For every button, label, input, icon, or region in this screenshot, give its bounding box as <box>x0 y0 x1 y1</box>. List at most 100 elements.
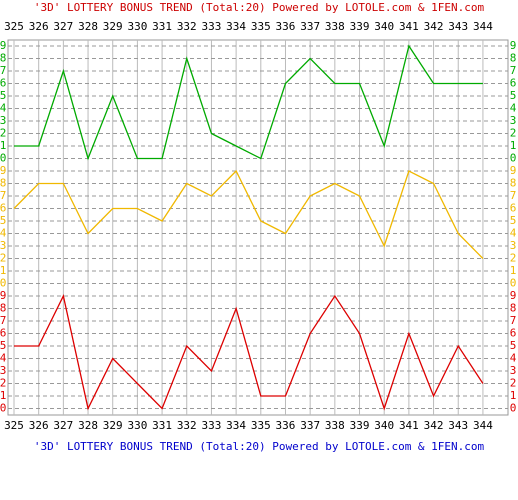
x-tick-label-top: 337 <box>300 20 320 33</box>
x-tick-label-top: 334 <box>226 20 246 33</box>
x-tick-label-bottom: 325 <box>4 419 24 432</box>
y-tick-label-left: 9 <box>0 164 6 177</box>
x-tick-label-bottom: 335 <box>251 419 271 432</box>
y-tick-label-right: 6 <box>510 327 517 340</box>
y-tick-label-right: 3 <box>510 364 517 377</box>
y-tick-label-right: 9 <box>510 289 517 302</box>
x-tick-label-top: 325 <box>4 20 24 33</box>
y-tick-label-left: 4 <box>0 102 7 115</box>
x-tick-label-top: 332 <box>177 20 197 33</box>
y-tick-label-left: 7 <box>0 64 6 77</box>
y-tick-label-right: 1 <box>510 264 517 277</box>
series-line <box>13 169 484 259</box>
y-tick-label-left: 4 <box>0 352 7 365</box>
x-tick-label-bottom: 338 <box>325 419 345 432</box>
y-tick-label-right: 1 <box>510 139 517 152</box>
y-tick-label-right: 7 <box>510 189 517 202</box>
x-tick-label-top: 328 <box>78 20 98 33</box>
y-tick-label-left: 8 <box>0 177 6 190</box>
x-tick-label-bottom: 327 <box>53 419 73 432</box>
series-line <box>14 294 484 411</box>
x-tick-label-bottom: 337 <box>300 419 320 432</box>
x-tick-label-top: 329 <box>103 20 123 33</box>
y-tick-label-left: 1 <box>0 264 6 277</box>
x-tick-label-top: 338 <box>325 20 345 33</box>
y-tick-label-right: 2 <box>510 377 517 390</box>
y-tick-label-left: 0 <box>0 277 6 290</box>
y-tick-label-right: 8 <box>510 177 517 190</box>
y-tick-label-left: 7 <box>0 314 6 327</box>
y-tick-label-right: 8 <box>510 52 517 65</box>
x-tick-label-bottom: 336 <box>276 419 296 432</box>
x-tick-label-bottom: 333 <box>202 419 222 432</box>
x-tick-label-top: 333 <box>202 20 222 33</box>
y-tick-label-right: 2 <box>510 127 517 140</box>
y-tick-label-left: 4 <box>0 227 7 240</box>
y-tick-label-left: 0 <box>0 402 6 415</box>
y-tick-label-left: 6 <box>0 327 6 340</box>
y-tick-label-right: 0 <box>510 402 517 415</box>
x-tick-label-bottom: 331 <box>152 419 172 432</box>
x-tick-label-bottom: 344 <box>473 419 493 432</box>
y-tick-label-left: 9 <box>0 39 6 52</box>
x-tick-label-top: 331 <box>152 20 172 33</box>
y-tick-label-right: 5 <box>510 214 517 227</box>
y-tick-label-right: 0 <box>510 277 517 290</box>
x-tick-label-bottom: 334 <box>226 419 246 432</box>
y-tick-label-right: 6 <box>510 202 517 215</box>
y-tick-label-left: 3 <box>0 239 6 252</box>
y-tick-label-left: 3 <box>0 114 6 127</box>
x-tick-label-bottom: 343 <box>448 419 468 432</box>
y-tick-label-right: 4 <box>510 102 517 115</box>
x-tick-label-top: 327 <box>53 20 73 33</box>
x-tick-label-bottom: 339 <box>350 419 370 432</box>
y-tick-label-right: 1 <box>510 389 517 402</box>
y-tick-label-right: 5 <box>510 89 517 102</box>
x-tick-label-bottom: 341 <box>399 419 419 432</box>
y-tick-label-right: 6 <box>510 77 517 90</box>
y-tick-label-left: 6 <box>0 202 6 215</box>
x-tick-label-top: 340 <box>374 20 394 33</box>
x-tick-label-top: 342 <box>424 20 444 33</box>
y-tick-label-right: 8 <box>510 302 517 315</box>
x-tick-label-top: 339 <box>350 20 370 33</box>
x-tick-label-bottom: 328 <box>78 419 98 432</box>
y-tick-label-left: 2 <box>0 252 6 265</box>
y-tick-label-left: 0 <box>0 152 6 165</box>
x-tick-label-bottom: 340 <box>374 419 394 432</box>
y-tick-label-right: 7 <box>510 314 517 327</box>
y-tick-label-left: 5 <box>0 89 6 102</box>
x-tick-label-top: 330 <box>127 20 147 33</box>
y-tick-label-right: 4 <box>510 352 517 365</box>
y-tick-label-right: 2 <box>510 252 517 265</box>
x-tick-label-bottom: 342 <box>424 419 444 432</box>
y-tick-label-left: 7 <box>0 189 6 202</box>
x-tick-label-bottom: 332 <box>177 419 197 432</box>
x-tick-label-bottom: 329 <box>103 419 123 432</box>
y-tick-label-left: 8 <box>0 302 6 315</box>
chart-title: '3D' LOTTERY BONUS TREND (Total:20) Powe… <box>34 1 485 14</box>
y-tick-label-right: 9 <box>510 39 517 52</box>
plot-frame <box>7 39 509 416</box>
y-tick-label-left: 1 <box>0 389 6 402</box>
y-tick-label-left: 6 <box>0 77 6 90</box>
y-tick-label-left: 2 <box>0 377 6 390</box>
x-tick-label-bottom: 330 <box>127 419 147 432</box>
chart-footer: '3D' LOTTERY BONUS TREND (Total:20) Powe… <box>34 440 485 453</box>
y-tick-label-left: 8 <box>0 52 6 65</box>
x-tick-label-top: 336 <box>276 20 296 33</box>
x-tick-label-top: 341 <box>399 20 419 33</box>
y-tick-label-right: 5 <box>510 339 517 352</box>
x-tick-label-bottom: 326 <box>29 419 49 432</box>
y-tick-label-right: 9 <box>510 164 517 177</box>
x-tick-label-top: 343 <box>448 20 468 33</box>
y-tick-label-left: 3 <box>0 364 6 377</box>
x-tick-label-top: 344 <box>473 20 493 33</box>
y-tick-label-left: 9 <box>0 289 6 302</box>
y-tick-label-right: 3 <box>510 114 517 127</box>
y-tick-label-left: 1 <box>0 139 6 152</box>
y-tick-label-right: 4 <box>510 227 517 240</box>
y-tick-label-right: 3 <box>510 239 517 252</box>
